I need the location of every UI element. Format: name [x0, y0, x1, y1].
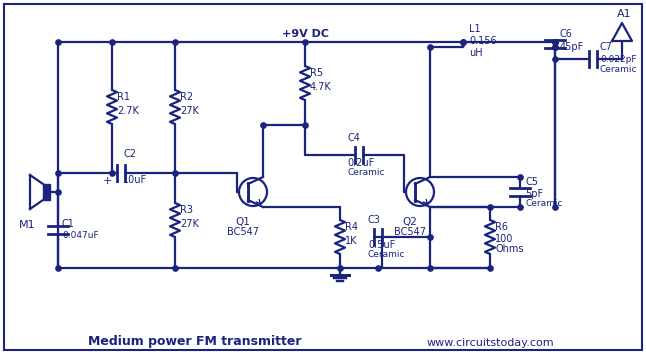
Text: 27K: 27K — [180, 106, 199, 116]
Text: 0.5uF: 0.5uF — [368, 240, 395, 250]
Text: 0.2uF: 0.2uF — [347, 158, 374, 168]
Text: 10uF: 10uF — [123, 175, 147, 185]
Text: C6: C6 — [560, 29, 573, 39]
Text: R3: R3 — [180, 205, 193, 215]
Text: Ceramic: Ceramic — [525, 200, 563, 209]
Text: C3: C3 — [368, 215, 381, 225]
Text: Ohms: Ohms — [495, 244, 523, 254]
Text: www.circuitstoday.com: www.circuitstoday.com — [426, 338, 554, 348]
Text: C4: C4 — [347, 133, 360, 143]
Text: Q1: Q1 — [236, 217, 251, 227]
Text: C1: C1 — [62, 219, 75, 229]
Text: 1K: 1K — [345, 236, 357, 246]
Text: uH: uH — [469, 48, 483, 58]
Text: +: + — [102, 176, 112, 186]
Text: R5: R5 — [310, 68, 323, 78]
Text: 2.7K: 2.7K — [117, 106, 139, 116]
Text: Medium power FM transmitter: Medium power FM transmitter — [89, 335, 302, 348]
Text: 0.047uF: 0.047uF — [62, 230, 99, 240]
Text: 100: 100 — [495, 234, 514, 244]
Text: 27K: 27K — [180, 219, 199, 229]
Text: BC547: BC547 — [394, 227, 426, 237]
Text: L1: L1 — [469, 24, 481, 34]
Text: 0.156: 0.156 — [469, 36, 497, 46]
Text: 0.022pF: 0.022pF — [600, 56, 636, 64]
Text: A1: A1 — [617, 9, 631, 19]
Text: C2: C2 — [123, 149, 136, 159]
Text: M1: M1 — [19, 220, 36, 230]
Text: R4: R4 — [345, 222, 358, 232]
Text: Ceramic: Ceramic — [600, 65, 638, 74]
Bar — [43, 184, 50, 200]
Text: C7: C7 — [600, 42, 613, 52]
Text: R6: R6 — [495, 222, 508, 232]
Text: R1: R1 — [117, 92, 130, 102]
Text: 45pF: 45pF — [560, 42, 584, 52]
Text: Ceramic: Ceramic — [347, 168, 384, 177]
Text: BC547: BC547 — [227, 227, 259, 237]
Text: Q2: Q2 — [402, 217, 417, 227]
Text: R2: R2 — [180, 92, 193, 102]
Text: 5pF: 5pF — [525, 189, 543, 199]
Text: +9V DC: +9V DC — [282, 29, 329, 39]
Text: Ceramic: Ceramic — [368, 250, 406, 259]
Text: C5: C5 — [525, 177, 538, 187]
Text: 4.7K: 4.7K — [310, 82, 332, 92]
